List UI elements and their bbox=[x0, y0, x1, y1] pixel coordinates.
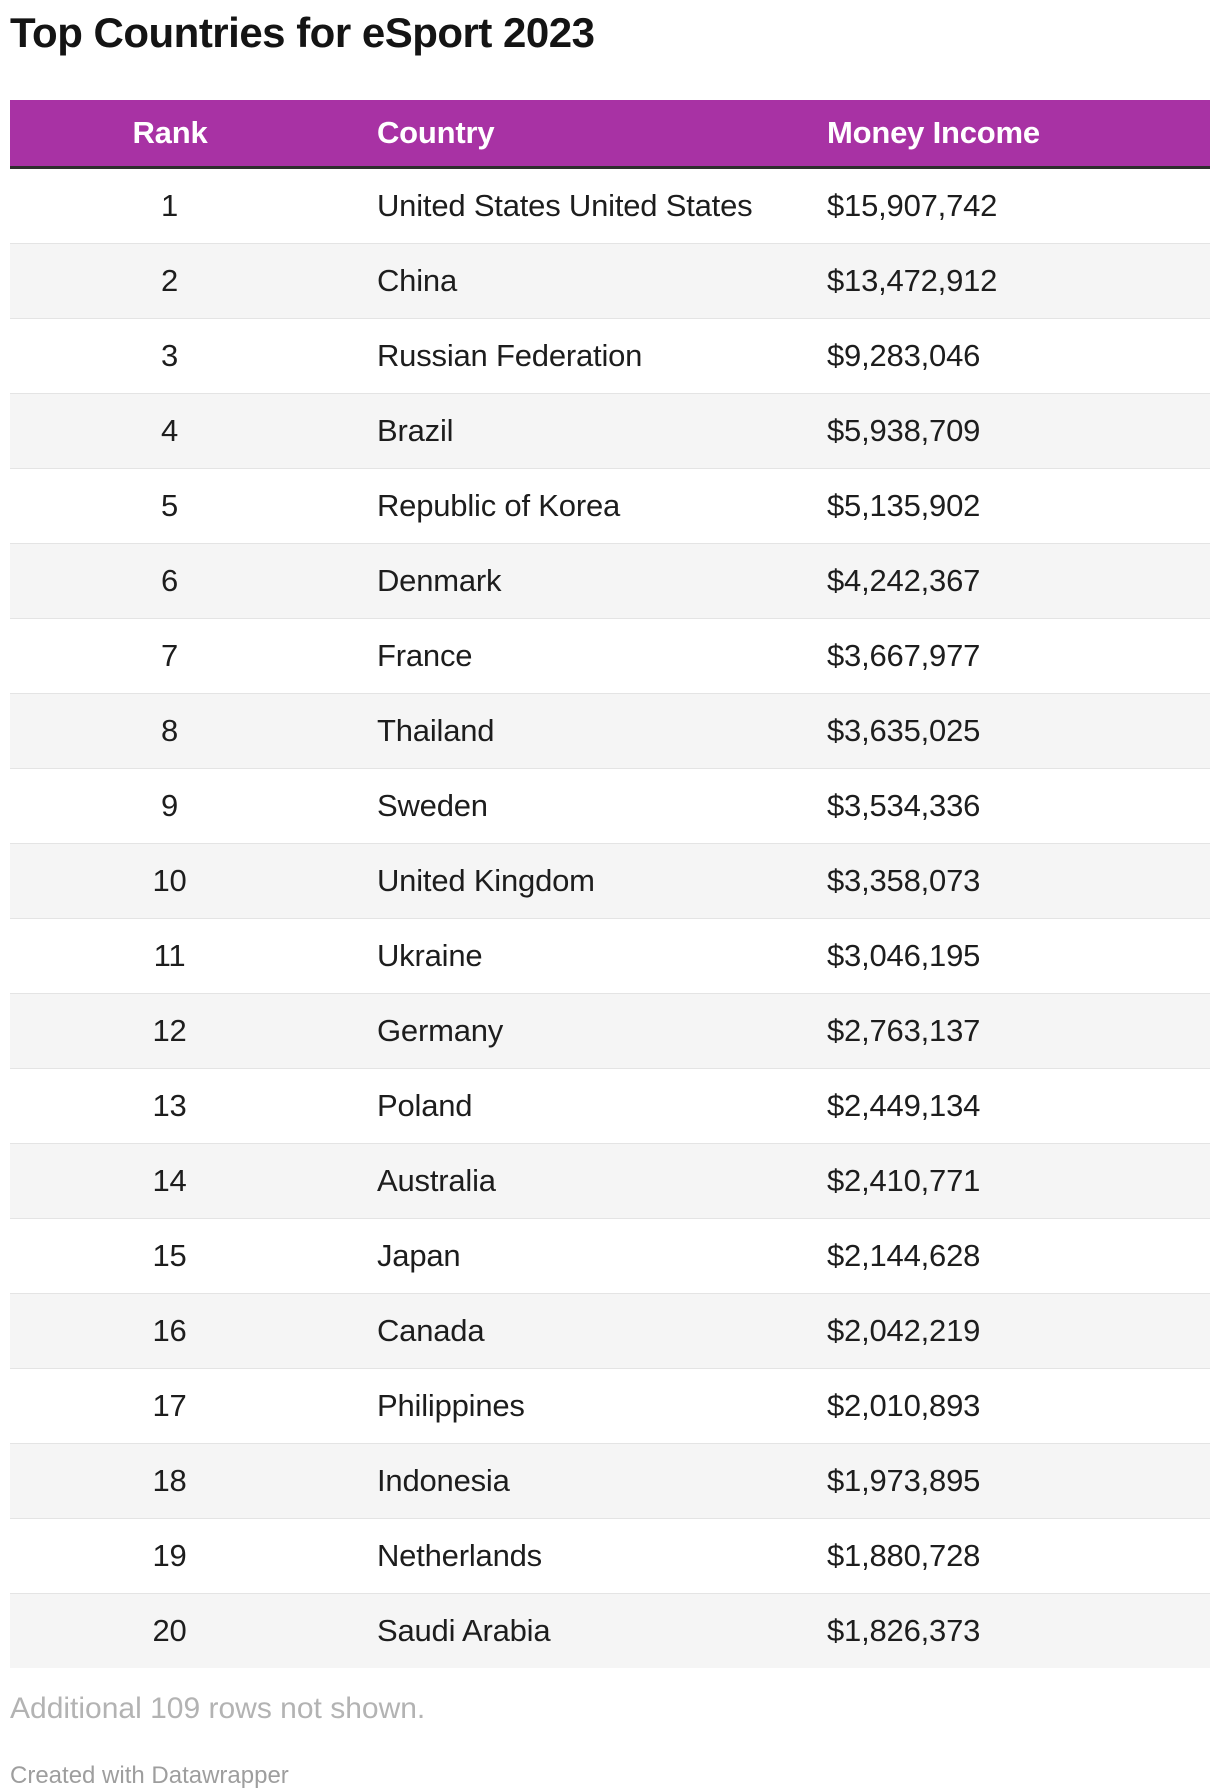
datawrapper-attribution: Created with Datawrapper bbox=[10, 1762, 289, 1789]
income-cell: $3,667,977 bbox=[827, 638, 981, 673]
country-cell: Indonesia bbox=[377, 1463, 510, 1498]
country-cell: United States United States bbox=[377, 188, 753, 223]
country-cell: Australia bbox=[377, 1163, 496, 1198]
rank-cell: 3 bbox=[160, 338, 179, 373]
rank-cell: 9 bbox=[160, 788, 179, 823]
country-cell: Russian Federation bbox=[377, 338, 643, 373]
table-row: 6 Denmark $4,242,367 bbox=[10, 543, 1210, 619]
income-cell: $5,135,902 bbox=[827, 488, 981, 523]
countries-table: Rank Country Money Income 1 United State… bbox=[10, 100, 1210, 1668]
income-cell: $5,938,709 bbox=[827, 413, 981, 448]
income-cell: $2,010,893 bbox=[827, 1388, 981, 1423]
table-row: 10 United Kingdom $3,358,073 bbox=[10, 843, 1210, 919]
rank-cell: 12 bbox=[152, 1013, 187, 1048]
rank-cell: 1 bbox=[160, 188, 179, 223]
table-row: 3 Russian Federation $9,283,046 bbox=[10, 318, 1210, 394]
income-cell: $15,907,742 bbox=[827, 188, 998, 223]
table-row: 2 China $13,472,912 bbox=[10, 243, 1210, 319]
table-row: 18 Indonesia $1,973,895 bbox=[10, 1443, 1210, 1519]
income-cell: $3,534,336 bbox=[827, 788, 981, 823]
table-row: 5 Republic of Korea $5,135,902 bbox=[10, 468, 1210, 544]
income-cell: $2,449,134 bbox=[827, 1088, 981, 1123]
income-cell: $1,880,728 bbox=[827, 1538, 981, 1573]
income-cell: $3,358,073 bbox=[827, 863, 981, 898]
rank-cell: 14 bbox=[152, 1163, 187, 1198]
income-cell: $3,635,025 bbox=[827, 713, 981, 748]
income-cell: $2,763,137 bbox=[827, 1013, 981, 1048]
table-row: 11 Ukraine $3,046,195 bbox=[10, 918, 1210, 994]
table-row: 13 Poland $2,449,134 bbox=[10, 1068, 1210, 1144]
rank-cell: 6 bbox=[160, 563, 179, 598]
rank-cell: 17 bbox=[152, 1388, 187, 1423]
income-cell: $13,472,912 bbox=[827, 263, 998, 298]
country-cell: Ukraine bbox=[377, 938, 483, 973]
country-cell: Germany bbox=[377, 1013, 504, 1048]
datawrapper-table-page: Top Countries for eSport 2023 Rank Count… bbox=[0, 8, 1220, 1788]
country-cell: Sweden bbox=[377, 788, 488, 823]
rank-cell: 7 bbox=[160, 638, 179, 673]
country-cell: Thailand bbox=[377, 713, 495, 748]
table-row: 17 Philippines $2,010,893 bbox=[10, 1368, 1210, 1444]
table-row: 14 Australia $2,410,771 bbox=[10, 1143, 1210, 1219]
rank-cell: 18 bbox=[152, 1463, 187, 1498]
income-cell: $3,046,195 bbox=[827, 938, 981, 973]
income-cell: $1,826,373 bbox=[827, 1613, 981, 1648]
income-cell: $2,144,628 bbox=[827, 1238, 981, 1273]
rank-cell: 8 bbox=[160, 713, 179, 748]
rank-cell: 13 bbox=[152, 1088, 187, 1123]
table-row: 7 France $3,667,977 bbox=[10, 618, 1210, 694]
income-cell: $9,283,046 bbox=[827, 338, 981, 373]
rank-cell: 15 bbox=[152, 1238, 187, 1273]
rank-cell: 20 bbox=[152, 1613, 187, 1648]
rank-cell: 10 bbox=[152, 863, 187, 898]
country-cell: Netherlands bbox=[377, 1538, 542, 1573]
income-cell: $4,242,367 bbox=[827, 563, 981, 598]
country-cell: Brazil bbox=[377, 413, 454, 448]
table-header: Rank Country Money Income bbox=[10, 100, 1210, 168]
table-row: 15 Japan $2,144,628 bbox=[10, 1218, 1210, 1294]
country-cell: China bbox=[377, 263, 457, 298]
rank-cell: 5 bbox=[160, 488, 179, 523]
rank-cell: 2 bbox=[160, 263, 179, 298]
rank-cell: 16 bbox=[152, 1313, 187, 1348]
rank-cell: 19 bbox=[152, 1538, 187, 1573]
table-body: 1 United States United States $15,907,74… bbox=[10, 168, 1210, 1668]
income-cell: $1,973,895 bbox=[827, 1463, 981, 1498]
rank-cell: 11 bbox=[153, 938, 186, 973]
country-cell: Denmark bbox=[377, 563, 502, 598]
column-header-rank: Rank bbox=[10, 100, 330, 168]
country-cell: Poland bbox=[377, 1088, 473, 1123]
country-cell: United Kingdom bbox=[377, 863, 595, 898]
table-row: 19 Netherlands $1,880,728 bbox=[10, 1518, 1210, 1594]
country-cell: Philippines bbox=[377, 1388, 525, 1423]
rank-cell: 4 bbox=[160, 413, 179, 448]
income-cell: $2,042,219 bbox=[827, 1313, 981, 1348]
table-row: 8 Thailand $3,635,025 bbox=[10, 693, 1210, 769]
table-row: 4 Brazil $5,938,709 bbox=[10, 393, 1210, 469]
country-cell: Japan bbox=[377, 1238, 461, 1273]
table-header-row: Rank Country Money Income bbox=[10, 100, 1210, 168]
table-row: 20 Saudi Arabia $1,826,373 bbox=[10, 1593, 1210, 1668]
column-header-country: Country bbox=[330, 100, 780, 168]
rows-not-shown-note: Additional 109 rows not shown. bbox=[10, 1692, 426, 1725]
table-row: 12 Germany $2,763,137 bbox=[10, 993, 1210, 1069]
chart-title: Top Countries for eSport 2023 bbox=[10, 9, 595, 56]
country-cell: France bbox=[377, 638, 473, 673]
table-row: 1 United States United States $15,907,74… bbox=[10, 168, 1210, 244]
table-row: 9 Sweden $3,534,336 bbox=[10, 768, 1210, 844]
table-row: 16 Canada $2,042,219 bbox=[10, 1293, 1210, 1369]
country-cell: Saudi Arabia bbox=[377, 1613, 551, 1648]
country-cell: Republic of Korea bbox=[377, 488, 621, 523]
income-cell: $2,410,771 bbox=[827, 1163, 981, 1198]
column-header-money-income: Money Income bbox=[780, 100, 1210, 168]
country-cell: Canada bbox=[377, 1313, 485, 1348]
